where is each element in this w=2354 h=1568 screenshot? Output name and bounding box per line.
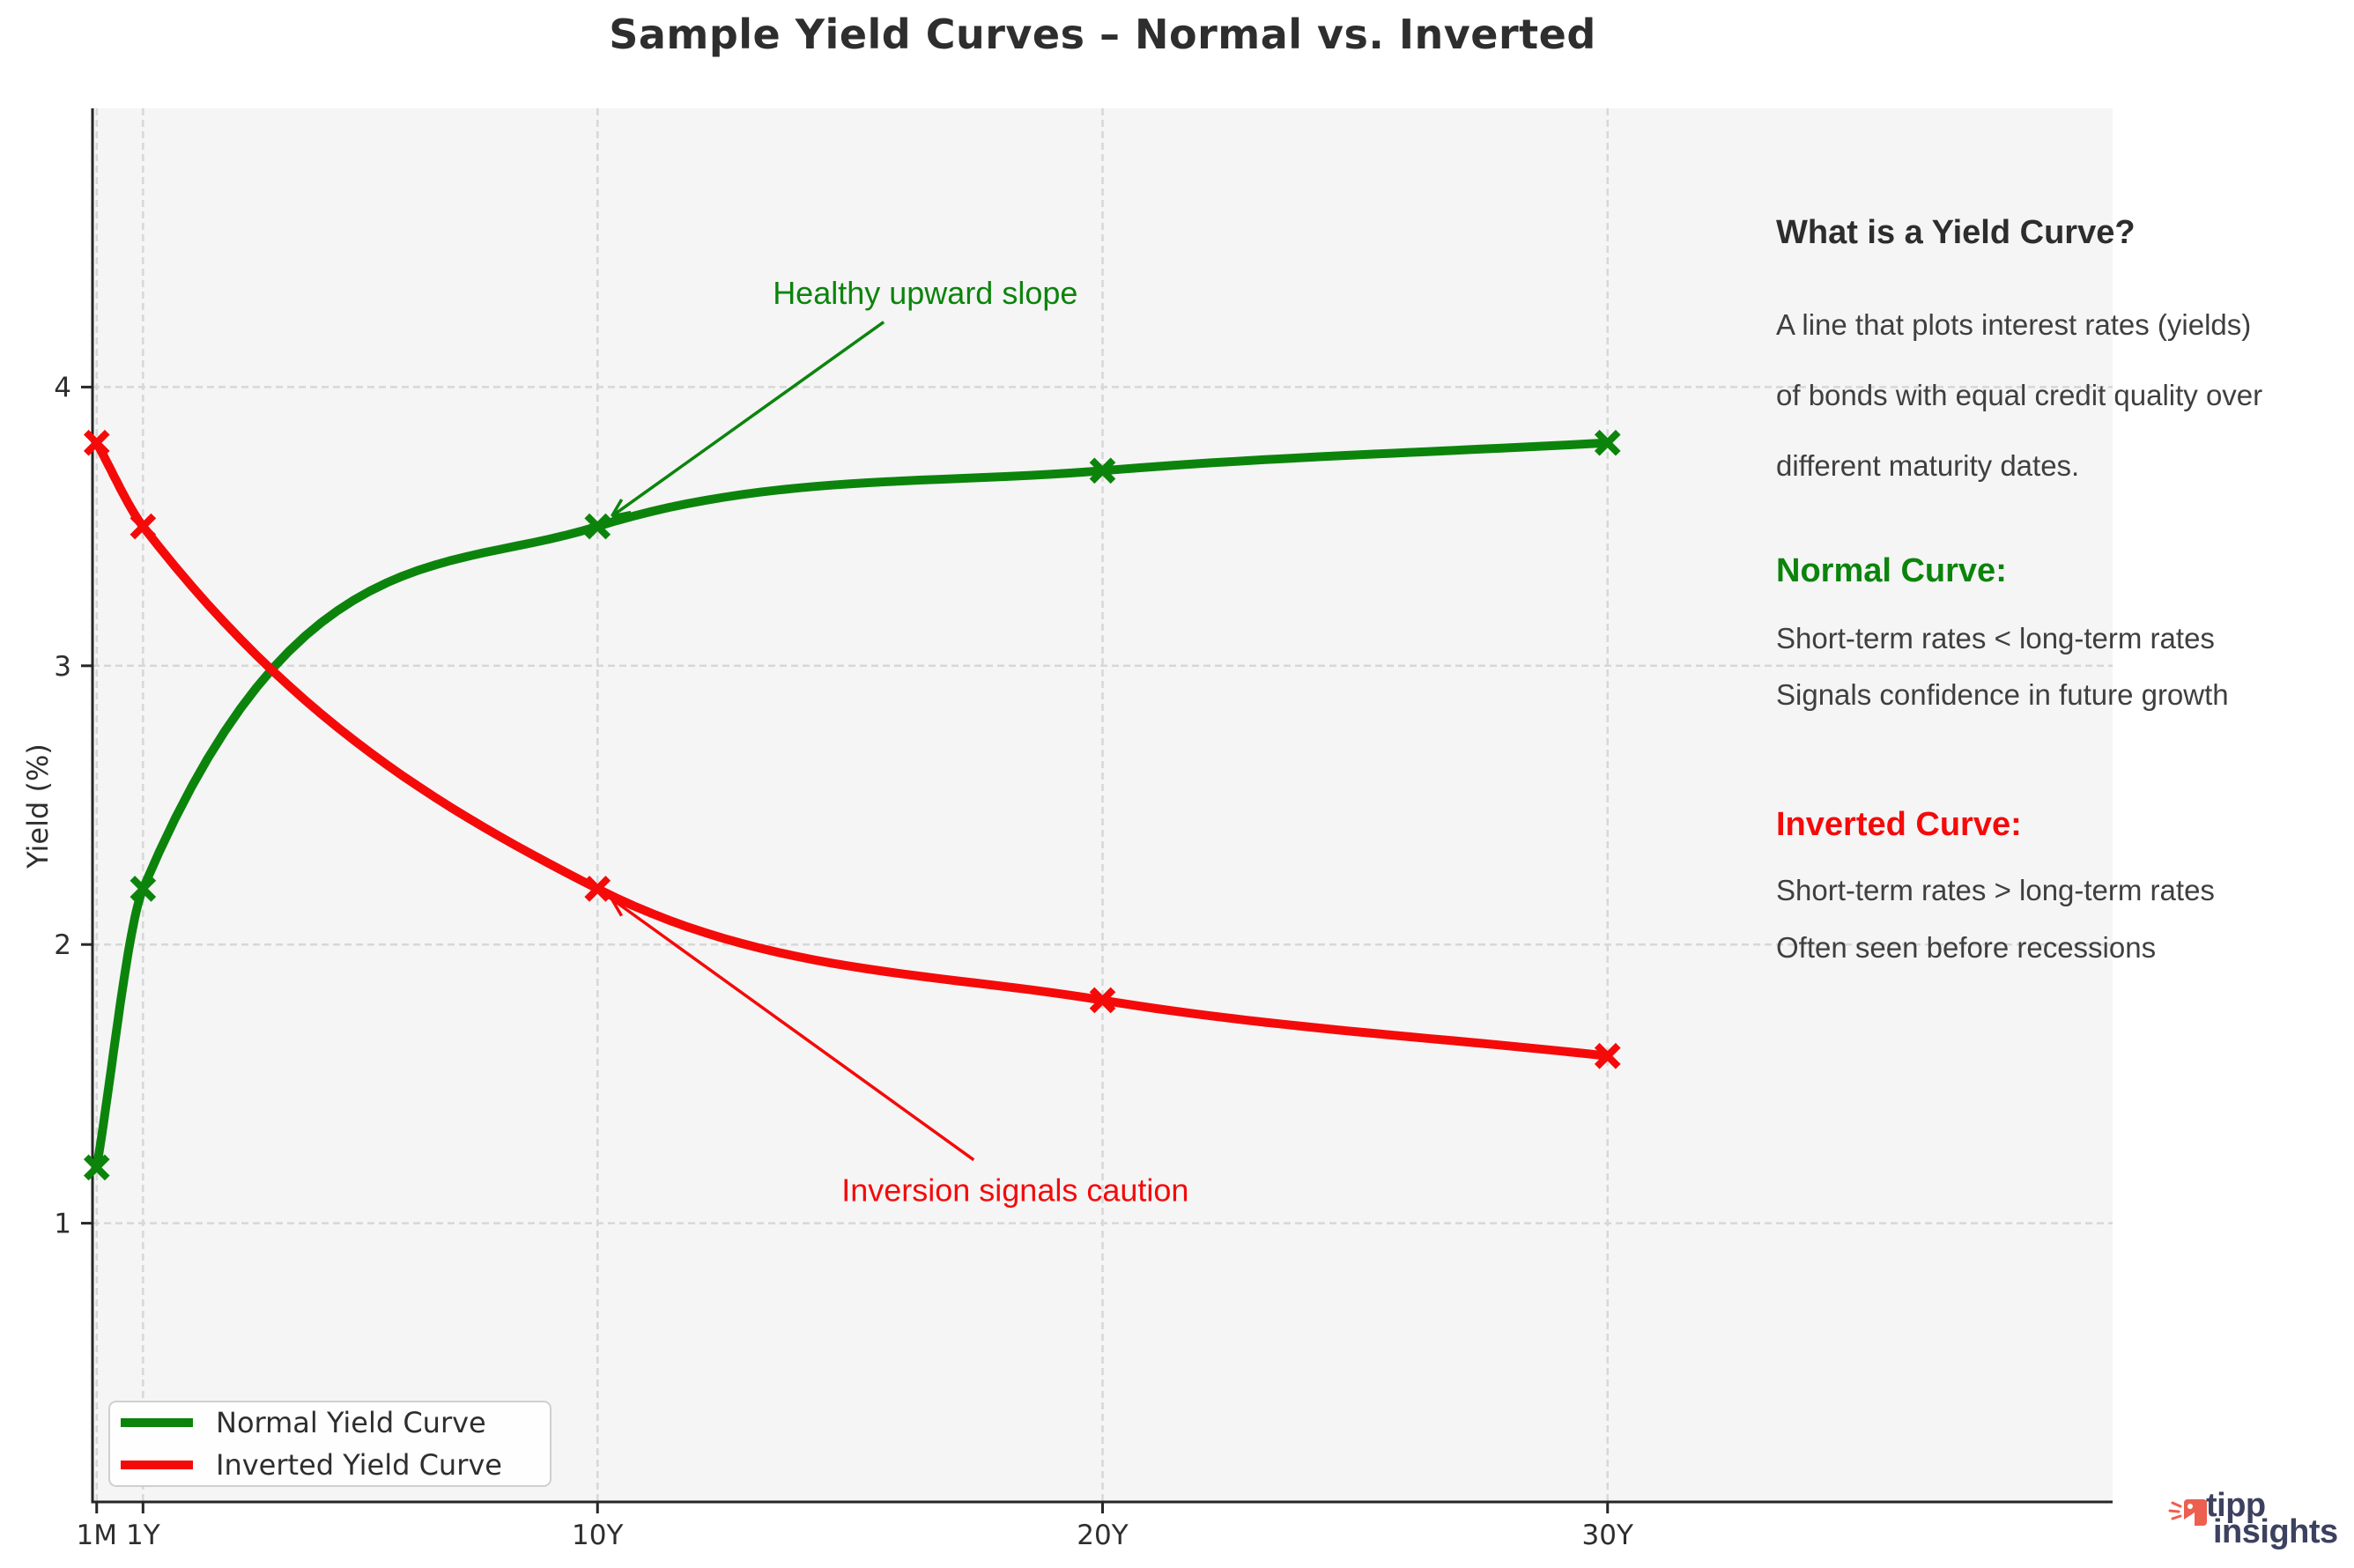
normal-curve-heading: Normal Curve: xyxy=(1776,552,2007,589)
normal-curve-line-2: Signals confidence in future growth xyxy=(1776,678,2229,711)
annotation-arrow-inverted xyxy=(610,897,975,1162)
y-tick-label-3: 3 xyxy=(54,651,71,683)
annotation-text-inversion-signals-caution: Inversion signals caution xyxy=(841,1172,1188,1209)
legend-item-normal: Normal Yield Curve xyxy=(121,1406,550,1439)
tippinsights-logo: tipp insights xyxy=(2155,1485,2349,1564)
y-tick-label-1: 1 xyxy=(54,1209,71,1240)
axes-spines xyxy=(81,108,2113,1513)
info-description-line-1: A line that plots interest rates (yields… xyxy=(1776,308,2252,341)
y-axis-label: Yield (%) xyxy=(21,743,55,869)
inverted-curve-line-1: Short-term rates > long-term rates xyxy=(1776,874,2215,906)
logo-line1: tipp xyxy=(2206,1487,2266,1524)
gridlines xyxy=(93,108,2113,1502)
x-tick-label-30Y: 30Y xyxy=(1582,1520,1633,1551)
x-tick-label-1Y: 1Y xyxy=(126,1520,160,1551)
megaphone-icon xyxy=(2168,1499,2207,1526)
inverted-curve-markers xyxy=(83,429,1621,1069)
info-panel-heading: What is a Yield Curve? xyxy=(1776,214,2136,251)
info-description-line-2: of bonds with equal credit quality over xyxy=(1776,379,2263,411)
inverted-curve-swatch xyxy=(121,1461,193,1469)
tick-labels: 1M 1Y 10Y 20Y 30Y 1 2 3 4 xyxy=(54,372,1633,1551)
legend-item-inverted: Inverted Yield Curve xyxy=(121,1448,550,1482)
legend-label-normal: Normal Yield Curve xyxy=(216,1406,486,1439)
inverted-curve-line-2: Often seen before recessions xyxy=(1776,931,2157,964)
normal-curve-swatch xyxy=(121,1418,193,1427)
y-tick-label-4: 4 xyxy=(54,372,71,403)
x-tick-label-20Y: 20Y xyxy=(1077,1520,1128,1551)
x-tick-label-10Y: 10Y xyxy=(572,1520,623,1551)
inverted-curve-heading: Inverted Curve: xyxy=(1776,806,2022,843)
annotation-text-healthy-upward-slope: Healthy upward slope xyxy=(773,275,1077,311)
chart-title: Sample Yield Curves – Normal vs. Inverte… xyxy=(609,11,1596,58)
x-tick-label-1M: 1M xyxy=(77,1520,117,1551)
legend: Normal Yield Curve Inverted Yield Curve xyxy=(108,1401,551,1487)
normal-curve-markers xyxy=(83,429,1621,1181)
y-tick-label-2: 2 xyxy=(54,929,71,961)
annotation-arrow-normal xyxy=(611,321,885,518)
normal-curve-line-1: Short-term rates < long-term rates xyxy=(1776,622,2215,655)
info-description-line-3: different maturity dates. xyxy=(1776,449,2080,482)
legend-label-inverted: Inverted Yield Curve xyxy=(216,1448,502,1482)
logo-line2: insights xyxy=(2213,1513,2338,1550)
